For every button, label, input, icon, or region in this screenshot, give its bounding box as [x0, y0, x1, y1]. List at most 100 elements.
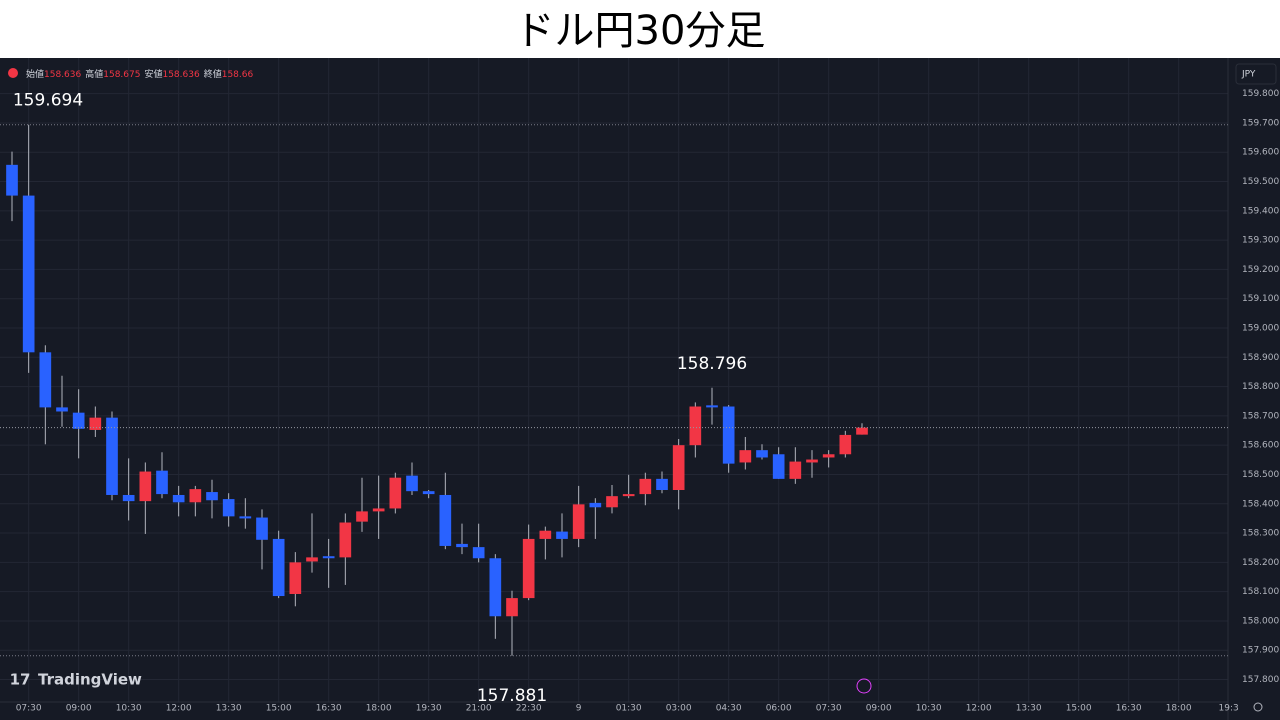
x-tick-label: 16:30: [1116, 704, 1142, 714]
y-tick-label: 158.700: [1242, 411, 1279, 421]
currency: JPY: [1241, 70, 1256, 80]
y-tick-label: 158.900: [1242, 353, 1279, 363]
chart-background: [0, 58, 1280, 720]
candle-body: [289, 562, 302, 594]
candle-body: [739, 450, 752, 463]
candle-body: [222, 499, 235, 517]
candle-body: [639, 478, 652, 495]
candle-body: [672, 445, 685, 490]
y-tick-label: 158.100: [1242, 587, 1279, 597]
x-tick-label: 07:30: [816, 704, 842, 714]
candle-body: [72, 412, 85, 429]
candle-body: [556, 531, 568, 539]
x-tick-label: 10:30: [116, 704, 142, 714]
x-tick-label: 19:30: [416, 704, 442, 714]
x-tick-label: 01:30: [616, 704, 642, 714]
candle-body: [272, 538, 285, 597]
candle-body: [789, 461, 802, 479]
header: 始値158.636 高値158.675 安値158.636 終値158.66: [8, 68, 253, 80]
x-tick-label: 15:00: [266, 704, 292, 714]
x-tick-label: 21:00: [466, 704, 492, 714]
y-tick-label: 158.300: [1242, 529, 1279, 539]
y-tick-label: 159.200: [1242, 265, 1279, 275]
x-tick-label: 13:30: [1016, 704, 1042, 714]
ohlc-label: 安値: [144, 68, 162, 80]
x-tick-label: 10:30: [916, 704, 942, 714]
x-tick-label: 9: [576, 704, 582, 714]
candle-body: [6, 164, 18, 196]
y-tick-label: 158.500: [1242, 470, 1279, 480]
x-tick-label: 09:00: [66, 704, 92, 714]
candle-body: [539, 530, 552, 539]
y-tick-label: 158.400: [1242, 499, 1279, 509]
y-tick-label: 159.800: [1242, 89, 1279, 99]
candle-body: [456, 543, 468, 548]
currency-selector[interactable]: [1235, 63, 1277, 85]
candle-body: [472, 547, 485, 559]
ohlc-label: 高値: [85, 68, 103, 80]
candle-body: [189, 489, 202, 503]
ohlc-legend: 始値158.636 高値158.675 安値158.636 終値158.66: [26, 68, 253, 80]
candle-body: [172, 494, 185, 503]
ohlc-value: 158.636: [44, 70, 81, 80]
chart-title: ドル円30分足: [515, 8, 766, 54]
y-tick-label: 159.100: [1242, 294, 1279, 304]
candle-body: [522, 538, 535, 599]
annotation: 159.694: [13, 91, 83, 111]
y-tick-label: 158.800: [1242, 382, 1279, 392]
y-tick-label: 159.300: [1242, 236, 1279, 246]
candle-body: [339, 522, 352, 558]
y-tick-label: 159.000: [1242, 324, 1279, 334]
x-tick-label: 06:00: [766, 704, 792, 714]
candle-body: [122, 494, 135, 502]
ohlc-value: 158.636: [162, 70, 199, 80]
candle-body: [506, 598, 518, 617]
alert-icon[interactable]: [856, 678, 872, 694]
candle-body: [589, 502, 602, 508]
ohlc-value: 158.675: [103, 70, 140, 80]
candle-body: [572, 504, 585, 539]
candle-body: [239, 516, 252, 519]
candle-body: [372, 508, 385, 512]
symbol-icon: [8, 68, 18, 78]
x-tick-label: 09:00: [866, 704, 892, 714]
candle-body: [489, 558, 502, 617]
candle-body: [706, 405, 718, 408]
candle-body: [406, 475, 418, 492]
y-tick-label: 158.200: [1242, 558, 1279, 568]
ohlc-label: 始値: [26, 68, 44, 80]
candle-body: [139, 471, 152, 502]
x-tick-label: 15:00: [1066, 704, 1092, 714]
candle-body: [622, 494, 635, 497]
candle-body: [856, 427, 868, 435]
candle-body: [839, 434, 852, 455]
y-tick-label: 157.800: [1242, 675, 1279, 685]
y-tick-label: 159.400: [1242, 206, 1279, 216]
candle-body: [56, 407, 68, 412]
candle-body: [156, 470, 168, 495]
candle-body: [322, 556, 335, 559]
candle-body: [256, 517, 268, 540]
x-tick-label: 13:30: [216, 704, 242, 714]
candle-body: [606, 496, 618, 508]
candle-body: [356, 511, 368, 522]
candle-body: [106, 417, 118, 495]
candle-body: [772, 454, 785, 479]
candle-body: [39, 352, 52, 408]
x-tick-label: 16:30: [316, 704, 342, 714]
x-tick-label: 22:30: [516, 704, 542, 714]
x-tick-label: 04:30: [716, 704, 742, 714]
y-tick-label: 158.600: [1242, 441, 1279, 451]
y-tick-label: 157.900: [1242, 646, 1279, 656]
x-tick-label: 07:30: [16, 704, 42, 714]
candle-body: [722, 406, 735, 464]
candle-body: [22, 195, 35, 353]
candle-body: [422, 491, 435, 495]
candle-body: [306, 557, 318, 562]
candle-body: [689, 406, 702, 446]
settings-icon[interactable]: [1253, 702, 1263, 712]
title-band: [0, 0, 1280, 58]
candle-body: [89, 417, 102, 430]
